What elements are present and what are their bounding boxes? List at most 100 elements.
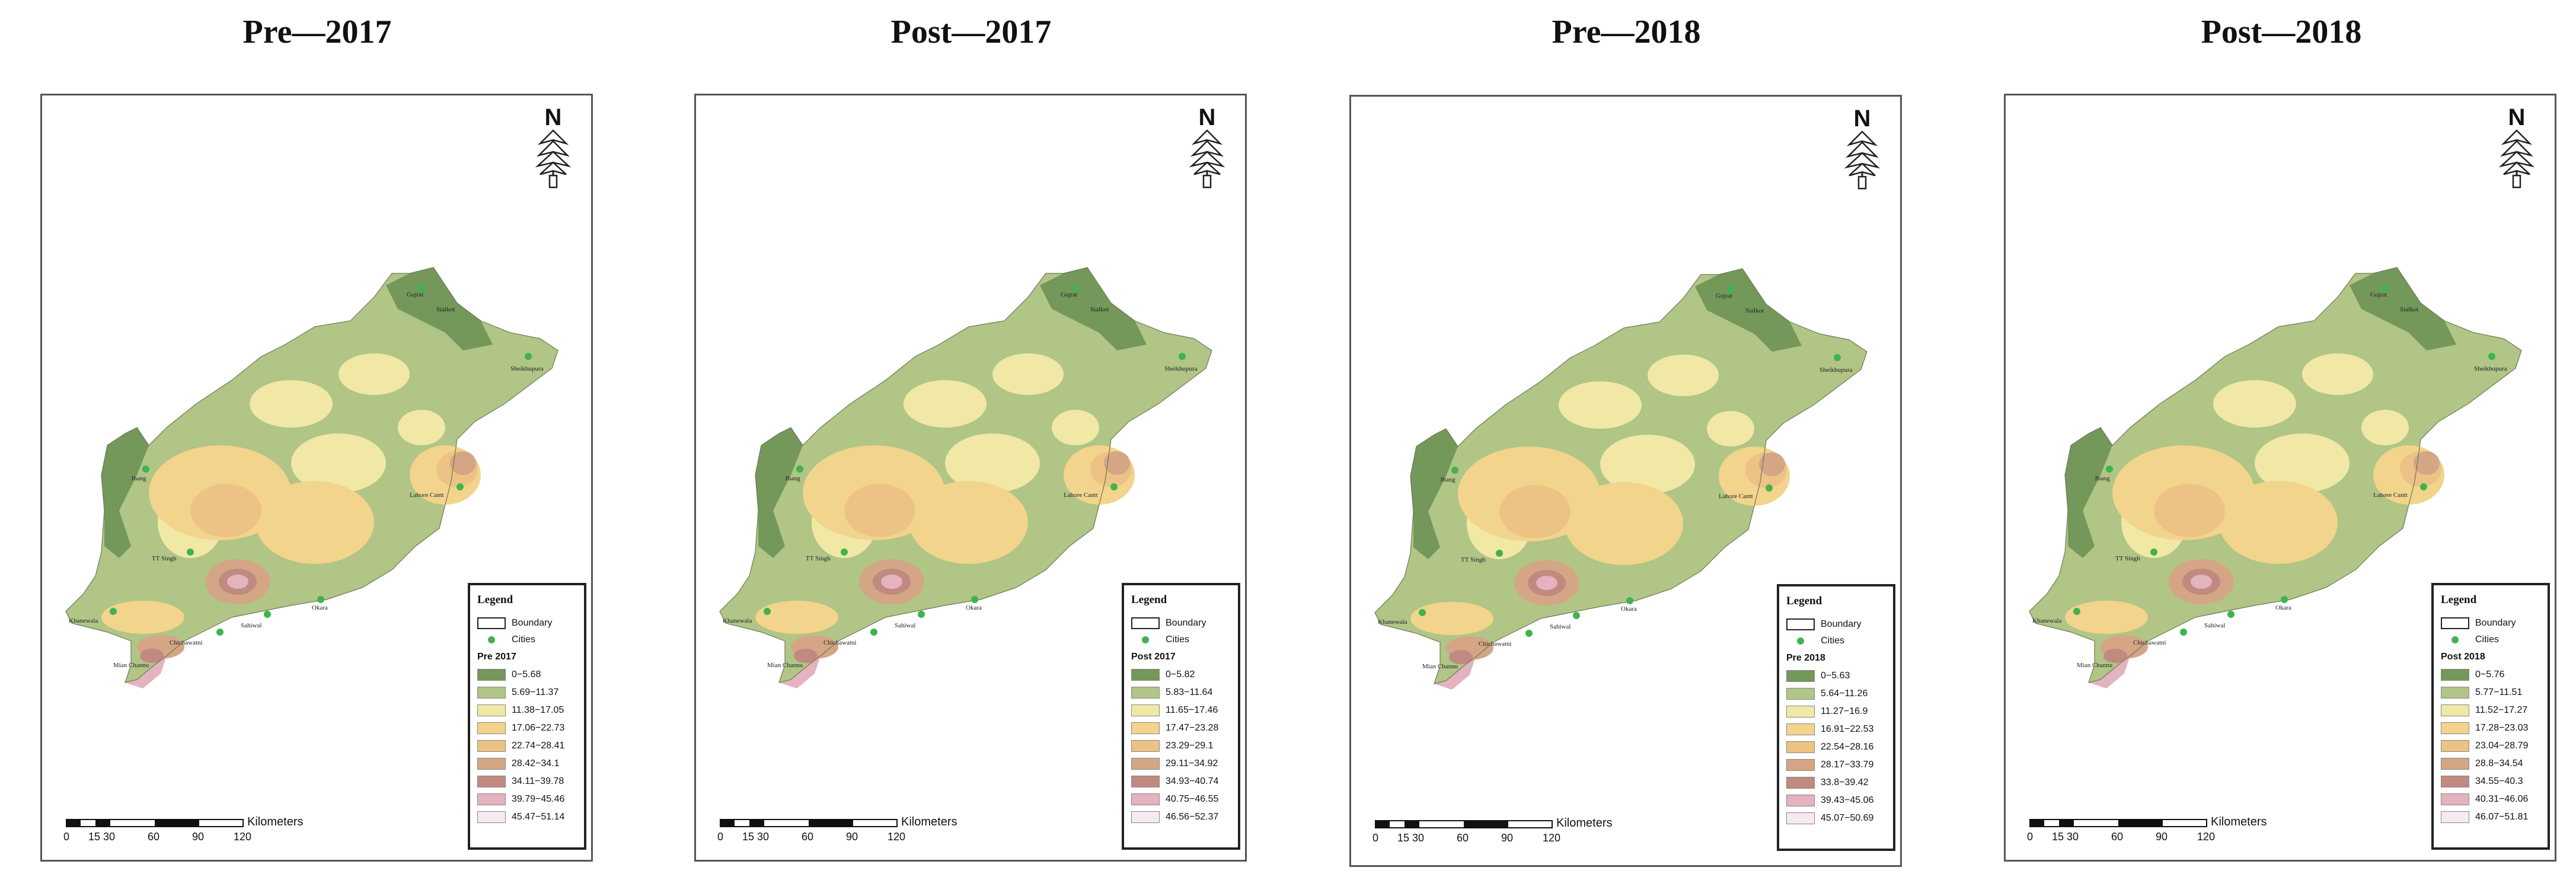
boundary-symbol [1131, 617, 1160, 629]
legend-class-label: 5.77−11.51 [2475, 687, 2523, 697]
north-label: N [544, 104, 562, 130]
legend-class-swatch [1786, 795, 1815, 806]
legend-classes: 0−5.63 5.64−11.26 11.27−16.9 16.91−22.53 22.… [1786, 667, 1886, 827]
legend-class-swatch [477, 722, 506, 734]
legend-class-row: 29.11−34.92 [1131, 755, 1231, 773]
legend-class-label: 11.52−17.27 [2475, 705, 2528, 715]
city-dot-sahiwal [2227, 611, 2235, 618]
legend-class-row: 34.11−39.78 [477, 773, 577, 790]
scale-tick: 60 [148, 831, 160, 843]
city-label-sahiwal: Sahiwal [2204, 622, 2226, 629]
legend-class-swatch [1131, 758, 1160, 770]
legend-boundary-row: Boundary [1131, 615, 1231, 632]
scale-tick: 60 [2111, 831, 2124, 843]
legend-class-swatch [2441, 811, 2469, 823]
city-dot-chichawatni [2180, 629, 2187, 636]
city-label-sialkot: Sialkot [2400, 306, 2419, 313]
legend-class-row: 0−5.68 [477, 666, 577, 684]
legend-class-row: 11.27−16.9 [1786, 703, 1886, 720]
legend-class-label: 17.28−23.03 [2475, 723, 2529, 733]
scale-unit-label: Kilometers [901, 815, 957, 828]
city-label-lahore-cantt: Lahore Cantt [1064, 492, 1098, 499]
legend-class-label: 34.11−39.78 [512, 776, 564, 786]
map-legend: Legend Boundary Cities Pre 2018 0−5.63 5.… [1777, 584, 1895, 851]
scale-tick: 120 [234, 831, 252, 843]
city-dot-gujrat [1072, 285, 1079, 292]
legend-class-swatch [1786, 812, 1815, 824]
city-label-mian-channu: Mian Channu [1422, 663, 1458, 670]
legend-class-label: 5.64−11.26 [1821, 688, 1868, 699]
scale-tick: 0 [717, 831, 724, 843]
legend-class-label: 45.07−50.69 [1821, 813, 1874, 823]
legend-class-swatch [2441, 722, 2469, 734]
city-label-lahore-cantt: Lahore Cantt [2373, 492, 2408, 499]
scale-tick-labels: 0 15 30 60 90 120 [1372, 832, 1565, 846]
city-dot-gujrat [2382, 285, 2389, 292]
legend-class-swatch [1131, 722, 1160, 734]
legend-class-swatch [1786, 688, 1815, 700]
city-label-sahiwal: Sahiwal [241, 622, 262, 629]
city-label-jhang: Jhang [131, 475, 146, 482]
legend-class-label: 23.04−28.79 [2475, 741, 2529, 751]
legend-class-swatch [1131, 793, 1160, 805]
legend-class-row: 28.17−33.79 [1786, 756, 1886, 774]
city-symbol [2441, 634, 2469, 646]
legend-class-swatch [477, 793, 506, 805]
scale-tick: 15 [1397, 832, 1410, 844]
legend-cities-label: Cities [512, 634, 536, 645]
city-label-chichawatni: Chichawatni [823, 639, 857, 646]
legend-class-row: 40.31−46.06 [2441, 790, 2540, 808]
city-dot-jhang [2106, 465, 2113, 473]
legend-class-row: 45.47−51.14 [477, 808, 577, 826]
legend-class-swatch [477, 740, 506, 752]
legend-cities-label: Cities [2475, 634, 2500, 645]
north-arrow: N [2498, 104, 2536, 193]
scale-tick: 120 [1543, 832, 1561, 844]
class-1-area-west [1410, 429, 1458, 559]
north-label: N [1853, 106, 1871, 132]
legend-class-row: 17.28−23.03 [2441, 719, 2540, 737]
legend-boundary-row: Boundary [477, 615, 577, 632]
scale-tick: 30 [103, 831, 116, 843]
city-dot-lahore-cantt [1766, 484, 1773, 492]
scale-tick-labels: 0 15 30 60 90 120 [717, 831, 909, 845]
north-arrow: N [1188, 104, 1226, 193]
legend-class-label: 16.91−22.53 [1821, 724, 1874, 734]
map-panel-pre-2018: Gujrat Sialkot Sheikhupura Jhang Lahore … [1349, 95, 1902, 867]
city-dot-jhang [1451, 467, 1458, 474]
legend-class-swatch [2441, 758, 2469, 770]
map-panel-post-2018: Gujrat Sialkot Sheikhupura Jhang Lahore … [2004, 94, 2556, 862]
choropleth-map [719, 267, 1212, 688]
legend-class-row: 28.42−34.1 [477, 755, 577, 773]
scale-tick: 90 [846, 831, 858, 843]
legend-class-label: 40.75−46.55 [1166, 794, 1219, 804]
scale-bar: Kilometers 0 15 30 60 90 120 [2027, 815, 2338, 854]
city-dot-okara [317, 596, 324, 603]
scale-tick: 90 [2156, 831, 2168, 843]
legend-classes: 0−5.82 5.83−11.64 11.65−17.46 17.47−23.28 23… [1131, 666, 1231, 826]
legend-class-row: 39.79−45.46 [477, 790, 577, 808]
legend-class-label: 28.17−33.79 [1821, 760, 1874, 770]
city-dot-khanewala [1419, 609, 1426, 616]
legend-boundary-row: Boundary [2441, 615, 2540, 632]
legend-class-row: 0−5.63 [1786, 667, 1886, 685]
scale-tick: 90 [1501, 832, 1514, 844]
legend-class-label: 39.79−45.46 [512, 794, 565, 804]
city-symbol [477, 634, 506, 646]
city-label-sheikhupura: Sheikhupura [510, 365, 544, 372]
legend-class-label: 5.69−11.37 [512, 687, 559, 697]
legend-class-row: 22.74−28.41 [477, 737, 577, 755]
legend-class-swatch [477, 704, 506, 716]
scale-tick: 15 [88, 831, 101, 843]
city-dot-tt-singh [1496, 550, 1503, 557]
legend-layer-title: Pre 2018 [1786, 653, 1825, 663]
legend-cities-row: Cities [2441, 632, 2540, 648]
legend-boundary-row: Boundary [1786, 616, 1886, 633]
class-1-area-west [2065, 428, 2112, 558]
scale-tick: 0 [1372, 832, 1379, 844]
legend-class-row: 5.77−11.51 [2441, 684, 2540, 702]
scale-tick-labels: 0 15 30 60 90 120 [63, 831, 256, 845]
legend-class-label: 46.07−51.81 [2475, 812, 2529, 822]
legend-class-swatch [2441, 740, 2469, 752]
legend-class-row: 11.65−17.46 [1131, 702, 1231, 719]
